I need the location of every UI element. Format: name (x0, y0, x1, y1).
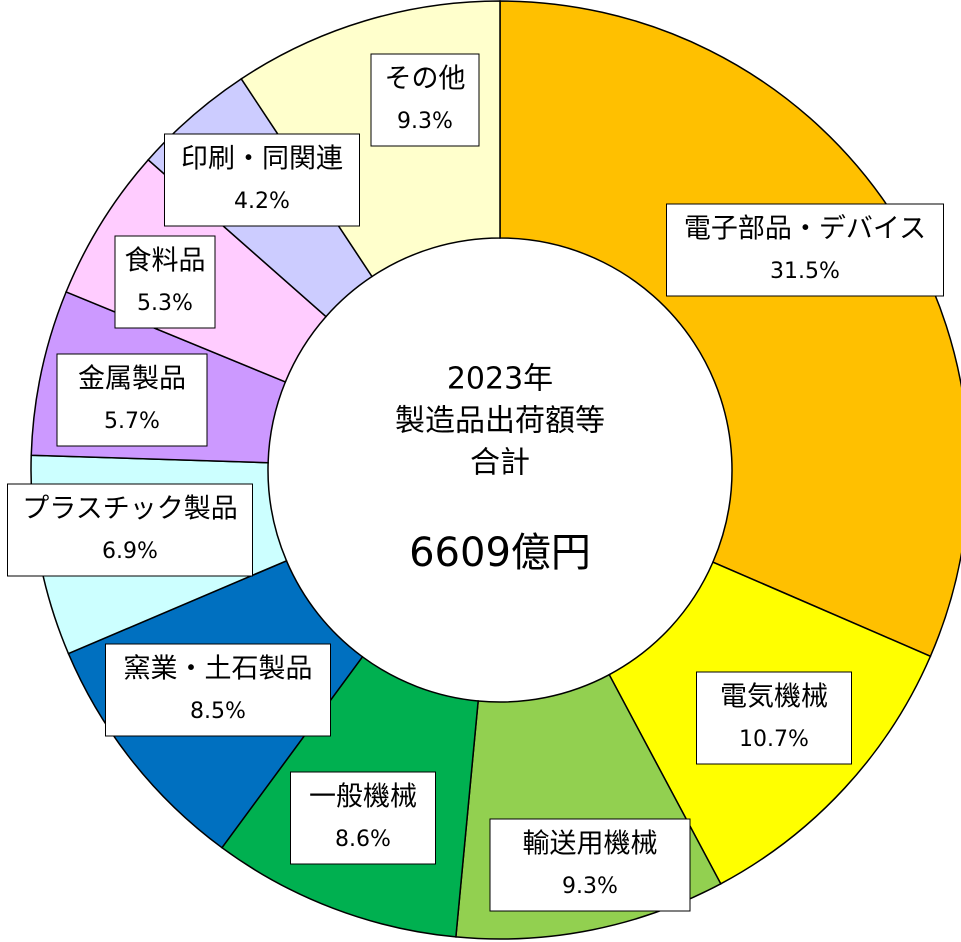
value-label: 31.5% (770, 259, 840, 284)
center-text: 合計 (470, 446, 530, 481)
value-label: 10.7% (739, 727, 809, 752)
category-label: 一般機械 (309, 782, 417, 813)
label-box (290, 771, 436, 865)
value-label: 5.3% (137, 291, 193, 316)
label-box (164, 133, 360, 227)
value-label: 9.3% (397, 109, 453, 134)
label-box (370, 53, 480, 147)
category-label: 電気機械 (720, 682, 828, 713)
category-label: 金属製品 (78, 364, 186, 395)
center-text: 製造品出荷額等 (395, 404, 605, 439)
label-box (696, 671, 852, 765)
category-label: 窯業・土石製品 (124, 654, 313, 685)
value-label: 8.6% (335, 827, 391, 852)
value-label: 8.5% (190, 699, 246, 724)
label-box (114, 235, 216, 329)
value-label: 6.9% (102, 539, 158, 564)
label-box (7, 483, 253, 577)
category-label: その他 (385, 64, 466, 95)
value-label: 9.3% (562, 874, 618, 899)
label-box (666, 203, 944, 297)
category-label: プラスチック製品 (22, 494, 237, 525)
category-label: 印刷・同関連 (181, 144, 343, 175)
label-box (105, 643, 331, 737)
value-label: 5.7% (104, 409, 160, 434)
category-label: 電子部品・デバイス (684, 214, 926, 245)
label-box (489, 818, 691, 912)
total-label: 6609億円 (409, 530, 591, 576)
category-label: 輸送用機械 (523, 829, 658, 860)
center-text: 2023年 (447, 362, 553, 397)
label-box (56, 353, 208, 447)
category-label: 食料品 (125, 246, 206, 277)
value-label: 4.2% (234, 189, 290, 214)
donut-segment (499, 0, 961, 658)
